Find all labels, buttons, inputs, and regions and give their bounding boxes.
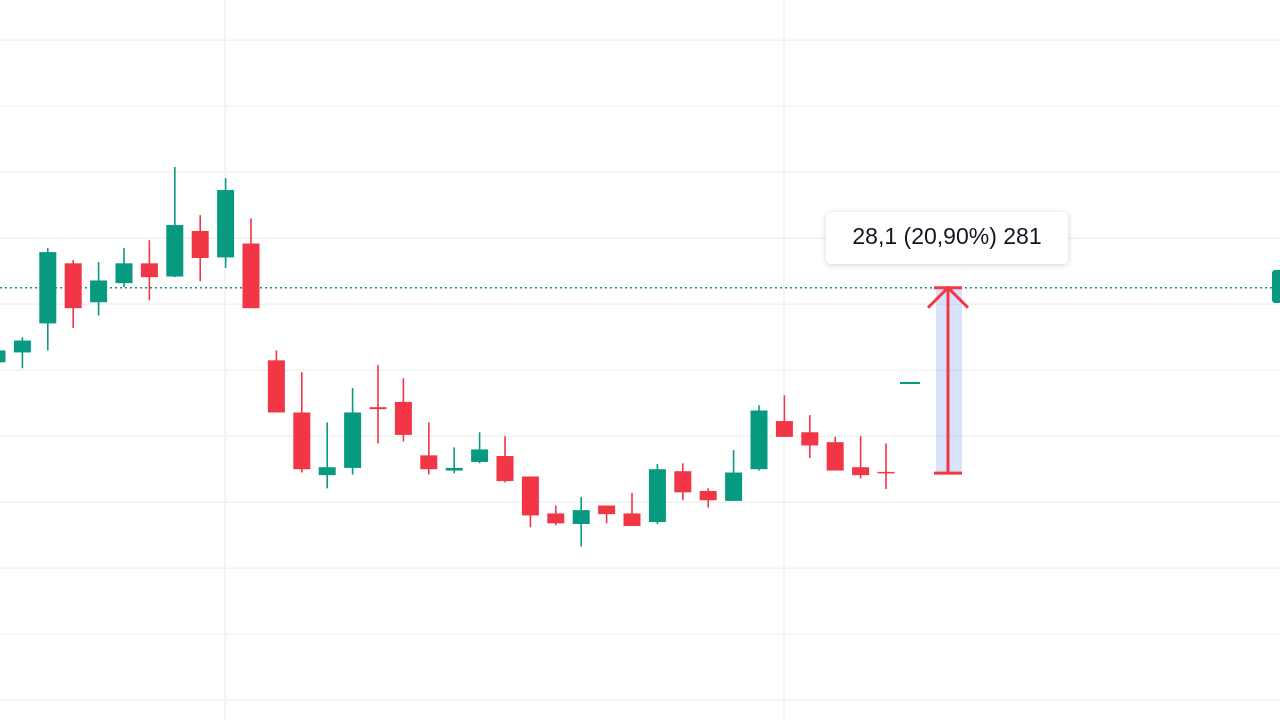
candle-body [471,449,489,462]
candle-body [0,350,6,363]
candle-body [420,455,438,470]
measure-label: 28,1 (20,90%) 281 [852,223,1041,249]
measure-tool [926,285,970,475]
candle-body [217,190,235,258]
candle-body [166,225,184,277]
candle-body [547,513,565,524]
candle-body [267,360,285,413]
candle-body [344,412,362,468]
measure-tooltip [826,212,1068,264]
candle-body [369,407,387,410]
candle-body [64,263,82,309]
candle-body [674,471,692,493]
candle-body [699,490,717,501]
candle-body [801,432,819,446]
candle-body [725,472,743,501]
candle-body [13,340,31,353]
candle-body [191,230,209,259]
price-scale-marker [1272,270,1280,303]
candle-body [39,252,57,324]
candle-body [623,513,641,526]
candle-body [572,510,590,524]
candle-body [826,442,844,471]
candle-body [445,467,463,471]
candle-body [775,421,793,437]
candle-body [598,505,616,515]
candle-body [648,469,666,523]
candle-body [318,467,336,476]
candle-body [140,263,158,278]
candle-body [877,471,895,474]
candle-body [521,476,539,516]
candle-body [293,412,311,470]
candle-body [852,467,870,476]
candles [0,166,895,547]
candle-body [496,456,514,482]
candle-body [242,243,260,309]
candle-body [115,263,133,284]
candle-body [394,401,412,435]
candle-body [750,410,768,470]
candle-body [90,280,108,303]
